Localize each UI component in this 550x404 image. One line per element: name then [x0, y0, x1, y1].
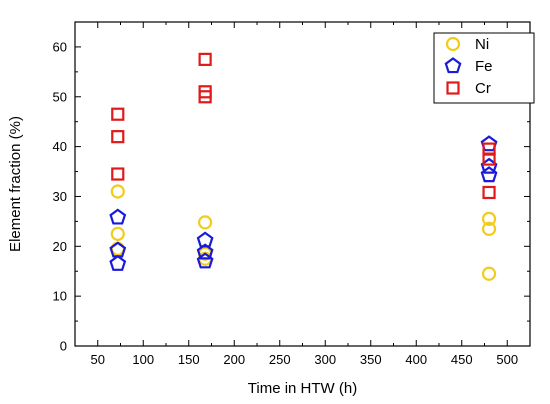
fe-point: [480, 135, 498, 152]
cr-point: [111, 107, 125, 121]
y-tick-label: 0: [60, 339, 67, 354]
y-tick-label: 30: [53, 189, 67, 204]
legend-label-ni: Ni: [475, 36, 489, 53]
fe-point: [196, 231, 214, 248]
cr-point: [111, 167, 125, 181]
fe-point: [196, 252, 214, 269]
fe-point: [480, 166, 498, 183]
x-tick-label: 200: [223, 352, 245, 367]
ni-point: [110, 184, 125, 199]
fe-point: [109, 208, 127, 225]
cr-point: [482, 185, 496, 200]
ni-point: [481, 266, 497, 281]
y-tick-label: 10: [53, 289, 67, 304]
cr-point: [198, 90, 212, 104]
y-axis: 0 10 20 30 40 50 60: [53, 21, 530, 354]
x-tick-label: 400: [405, 352, 427, 367]
ni-point: [481, 221, 497, 236]
legend-label-cr: Cr: [475, 80, 491, 97]
y-tick-label: 60: [53, 39, 67, 54]
y-axis-title: Element fraction (%): [7, 116, 24, 252]
x-tick-label: 50: [91, 352, 105, 367]
x-axis-title: Time in HTW (h): [248, 380, 357, 397]
x-tick-label: 150: [178, 352, 200, 367]
x-tick-label: 350: [360, 352, 382, 367]
series-ni: [110, 184, 497, 281]
fe-point: [109, 254, 127, 271]
legend-label-fe: Fe: [475, 58, 493, 75]
series-fe: [109, 135, 498, 271]
cr-point: [482, 152, 496, 166]
series-cr: [111, 52, 496, 200]
legend-marker-cr: [446, 81, 460, 95]
y-tick-label: 20: [53, 239, 67, 254]
legend-marker-fe: [444, 57, 462, 74]
y-tick-label: 40: [53, 139, 67, 154]
legend: Ni Fe Cr: [433, 32, 535, 104]
x-tick-label: 300: [314, 352, 336, 367]
x-tick-label: 100: [132, 352, 154, 367]
x-tick-label: 500: [496, 352, 518, 367]
x-axis: 50 100 150 200 250 300 350 400 450 500: [91, 22, 531, 367]
ni-point: [481, 211, 497, 226]
data-markers: [109, 52, 498, 281]
ni-point: [198, 215, 213, 230]
fe-point: [196, 243, 214, 260]
x-tick-label: 250: [269, 352, 291, 367]
cr-point: [198, 52, 212, 66]
ni-point: [110, 226, 125, 241]
y-tick-label: 50: [53, 89, 67, 104]
legend-box: [433, 32, 535, 104]
cr-point: [111, 130, 125, 144]
legend-marker-ni: [445, 36, 461, 52]
x-tick-label: 450: [451, 352, 473, 367]
